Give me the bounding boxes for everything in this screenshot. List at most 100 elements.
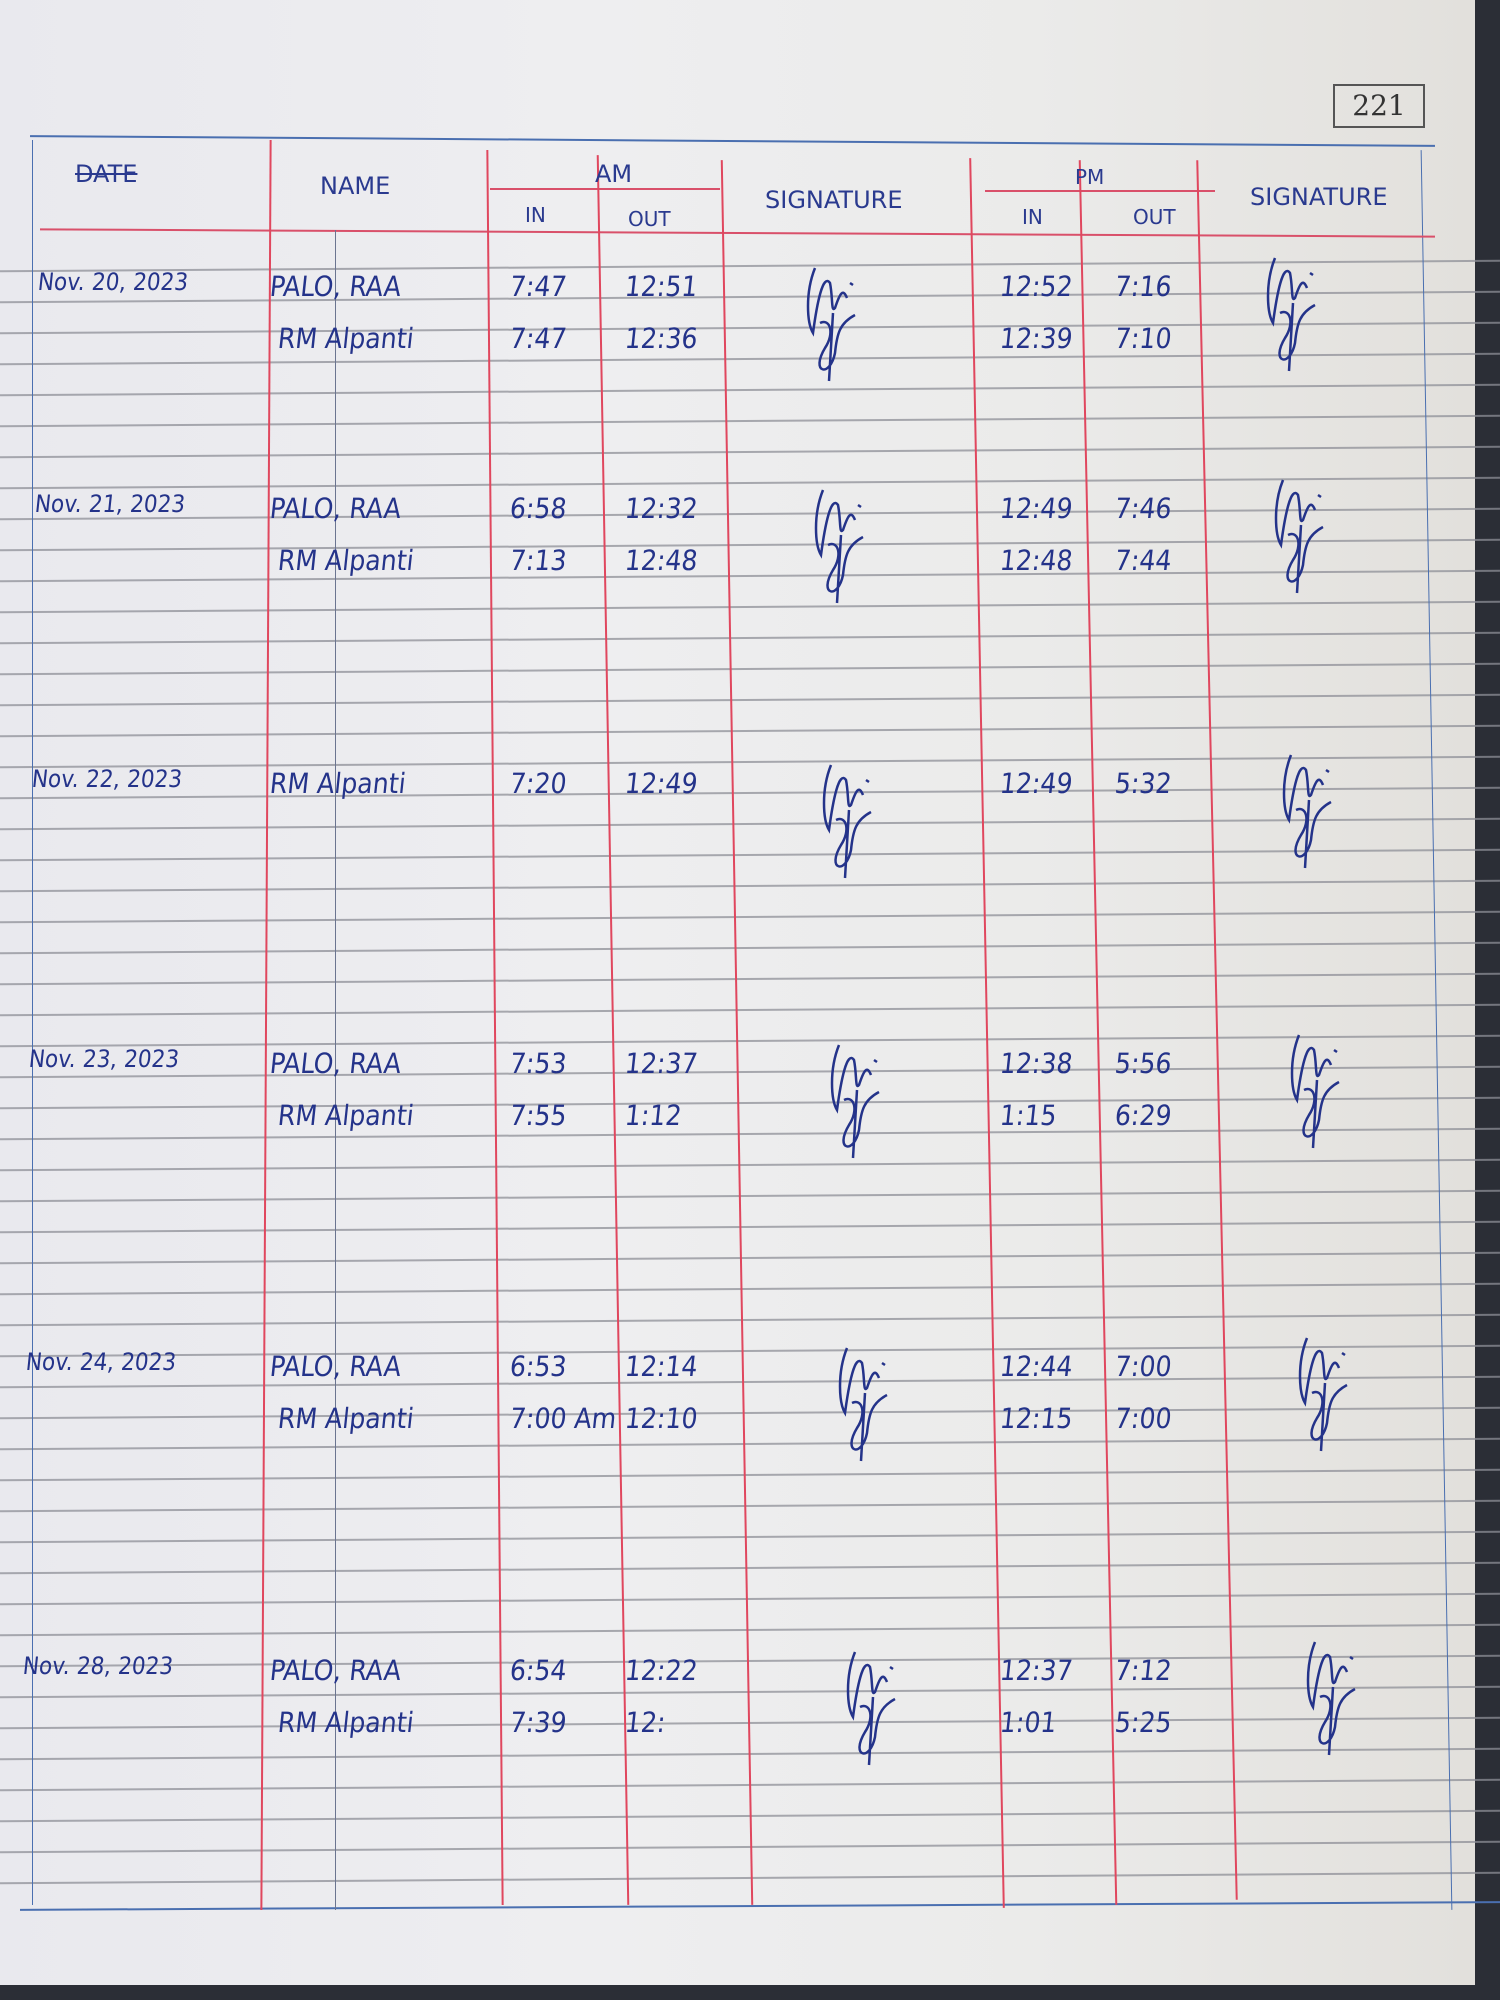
am-pm-subheader-line [490,188,720,190]
am-in-time: 6:54 [508,1654,569,1687]
header-name: NAME [320,172,391,200]
ruled-line [0,1375,1500,1389]
handwritten-signature [1274,479,1324,594]
pm-out-time: 5:25 [1113,1706,1174,1739]
employee-name: PALO, RAA [268,1350,403,1383]
header-am: AM [595,160,633,188]
ruled-line [0,1158,1500,1172]
am-in-time: 7:39 [508,1706,569,1739]
ruled-line [0,1344,1500,1358]
am-out-time: 12:22 [623,1654,700,1687]
pm-in-time: 1:15 [998,1099,1059,1132]
ruled-line [0,1034,1500,1048]
handwritten-signature [1298,1337,1348,1452]
table-bottom-border [20,1901,1500,1911]
am-in-time: 6:58 [508,492,569,525]
handwritten-signature [1306,1641,1356,1756]
am-out-time: 12:32 [623,492,700,525]
pm-in-time: 12:52 [998,270,1075,303]
header-am-out: OUT [628,207,671,231]
ruled-line [0,1654,1500,1668]
am-out-time: 12:14 [623,1350,700,1383]
ruled-line [0,414,1500,428]
am-in-time: 7:13 [508,544,569,577]
table-top-border [30,135,1435,147]
am-out-time: 12:48 [623,544,700,577]
ruled-line [0,631,1500,645]
ruled-line [0,693,1500,707]
ruled-line [0,1220,1500,1234]
am-in-time: 7:00 Am [508,1402,619,1435]
pm-out-time: 7:44 [1113,544,1174,577]
pm-out-time: 7:16 [1113,270,1174,303]
ruled-line [0,1468,1500,1482]
header-pm-out: OUT [1133,205,1176,229]
handwritten-signature [838,1347,888,1462]
am-out-time: 12:49 [623,767,700,800]
header-pm: PM [1075,165,1105,189]
pm-out-time: 7:12 [1113,1654,1174,1687]
ruled-line [0,910,1500,924]
am-in-time: 7:20 [508,767,569,800]
pm-in-time: 1:01 [998,1706,1059,1739]
employee-name: RM Alpanti [276,322,416,355]
handwritten-signature [1282,754,1332,869]
handwritten-signature [830,1044,880,1159]
am-out-time: 12:36 [623,322,700,355]
ruled-line [0,1623,1500,1637]
handwritten-signature [1290,1034,1340,1149]
ruled-line [0,941,1500,955]
ruled-line [0,1251,1500,1265]
employee-name: PALO, RAA [268,492,403,525]
header-signature: SIGNATURE [765,186,903,214]
pm-in-time: 12:49 [998,767,1075,800]
ruled-line [0,600,1500,614]
employee-name: RM Alpanti [276,1402,416,1435]
pm-out-time: 7:46 [1113,492,1174,525]
entry-date: Nov. 20, 2023 [36,268,190,296]
ruled-line [0,1530,1500,1544]
pm-out-time: 7:00 [1113,1402,1174,1435]
pm-in-time: 12:39 [998,322,1075,355]
employee-name: RM Alpanti [276,1099,416,1132]
am-out-time: 12:37 [623,1047,700,1080]
ruled-line [0,1096,1500,1110]
ruled-line [0,1065,1500,1079]
pm-out-time: 6:29 [1113,1099,1174,1132]
column-line-name-sub [335,230,336,1910]
ruled-line [0,1189,1500,1203]
column-line-pm-in [969,158,1005,1908]
pm-out-time: 7:10 [1113,322,1174,355]
header-signature-2: SIGNATURE [1250,183,1388,211]
ruled-line [0,1127,1500,1141]
ruled-line [0,1499,1500,1513]
am-in-time: 7:55 [508,1099,569,1132]
pm-subheader-line [985,190,1215,192]
handwritten-signature [846,1651,896,1766]
ruled-line [0,1406,1500,1420]
employee-name: RM Alpanti [268,767,408,800]
pm-in-time: 12:38 [998,1047,1075,1080]
handwritten-signature [1266,257,1316,372]
entry-date: Nov. 28, 2023 [21,1652,175,1680]
am-out-time: 12:51 [623,270,700,303]
am-in-time: 7:47 [508,322,569,355]
pm-in-time: 12:49 [998,492,1075,525]
ruled-line [0,1282,1500,1296]
column-line-signature2 [1196,160,1238,1900]
header-pm-in: IN [1022,205,1043,229]
employee-name: PALO, RAA [268,1047,403,1080]
entry-date: Nov. 21, 2023 [33,490,187,518]
header-date: DATE [75,160,138,188]
ruled-line [0,383,1500,397]
ruled-line [0,1592,1500,1606]
ruled-line [0,1437,1500,1451]
entry-date: Nov. 22, 2023 [30,765,184,793]
am-out-time: 12:10 [623,1402,700,1435]
ruled-line [0,445,1500,459]
header-separator [40,228,1435,238]
pm-out-time: 7:00 [1113,1350,1174,1383]
page-number: 221 [1333,84,1425,128]
table-right-border [1420,150,1453,1910]
